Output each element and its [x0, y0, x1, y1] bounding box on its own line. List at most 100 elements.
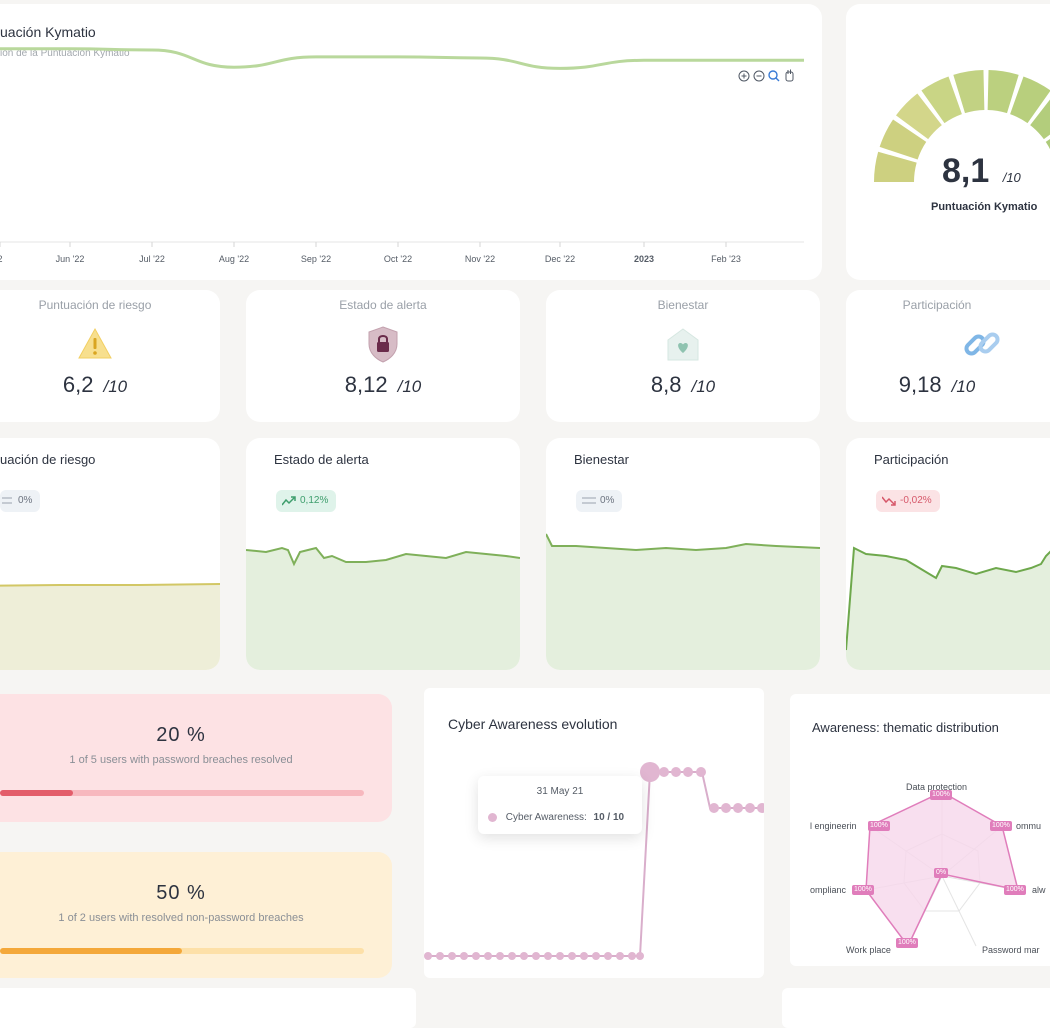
cyber-awareness-line-chart [424, 762, 764, 960]
breach-percent: 50 % [156, 882, 206, 904]
mini-area-chart [246, 546, 520, 670]
chart-toolbar [738, 68, 808, 84]
x-tick-label: 2 [0, 254, 3, 264]
flat-trend-icon [582, 497, 596, 504]
radar-label: Work place [846, 945, 891, 955]
kymatio-line-plot [0, 47, 804, 247]
tooltip-row: Cyber Awareness: 10 / 10 [488, 812, 624, 823]
radar-label: l engineerin [810, 821, 857, 831]
gauge-segment [874, 151, 917, 182]
kpi-title: Puntuación de riesgo [38, 298, 152, 312]
series-dot [488, 812, 497, 822]
breach-percent: 20 % [156, 724, 206, 746]
breach-progress-fill [0, 948, 182, 954]
magnifier-icon[interactable] [768, 70, 780, 82]
kpi-value: 8,8/10 [650, 372, 716, 397]
gauge-card: 8,1 /10 Puntuación Kymatio [846, 4, 1050, 280]
trend-up-icon [282, 496, 296, 506]
kpi-value: 8,12/10 [344, 372, 422, 397]
gauge-segment [895, 93, 942, 140]
mini-chart-wellbeing: Bienestar 0% [546, 438, 820, 670]
link-icon [964, 332, 1000, 356]
x-tick-label: Feb '23 [711, 254, 741, 264]
warning-icon [78, 327, 112, 359]
flat-trend-icon [2, 497, 12, 504]
zoom-in-icon[interactable] [738, 70, 750, 82]
x-tick-label: 2023 [633, 254, 655, 264]
trend-down-icon [882, 496, 896, 506]
trend-badge: 0,12% [276, 490, 337, 512]
mini-chart-risk: uación de riesgo 0% [0, 438, 220, 670]
mini-chart-title: Participación [874, 452, 949, 467]
home-heart-icon [667, 328, 699, 361]
chart-tooltip: 31 May 21 Cyber Awareness: 10 / 10 [478, 776, 642, 834]
radar-label: Data protection [906, 782, 968, 792]
radar-value: 100% [990, 821, 1012, 831]
radar-value: 100% [896, 938, 918, 948]
radar-value: 100% [868, 821, 890, 831]
trend-badge: 0% [0, 490, 41, 512]
gauge-segment [987, 70, 1019, 114]
shield-lock-icon [368, 326, 398, 363]
trend-badge: 0% [576, 490, 623, 512]
mini-chart-title: uación de riesgo [0, 452, 96, 467]
mini-area-chart [546, 533, 820, 670]
gauge-segment [879, 119, 927, 160]
breach-progress-fill [0, 790, 73, 796]
thematic-distribution-card: Awareness: thematic distribution Data pr… [790, 694, 1050, 966]
kpi-card-alert[interactable]: Estado de alerta 8,12/10 [246, 290, 520, 422]
radar-value: 100% [852, 885, 874, 895]
mini-area-chart [846, 546, 1050, 670]
breach-progress [0, 948, 364, 954]
mini-chart-participation: Participación -0,02% [846, 438, 1050, 670]
gauge-label: Puntuación Kymatio [931, 201, 1038, 213]
pan-hand-icon[interactable] [785, 69, 794, 82]
kpi-title: Participación [902, 298, 972, 312]
breach-description: 1 of 2 users with resolved non-password … [58, 912, 304, 924]
kpi-title: Bienestar [657, 298, 709, 312]
gauge-segment [1045, 138, 1050, 150]
bottom-card-right [782, 988, 1050, 1028]
radar-value: 100% [1004, 885, 1026, 895]
chart-title: uación Kymatio [0, 24, 96, 40]
x-tick-label: Dec '22 [544, 254, 576, 264]
cyber-awareness-card: Cyber Awareness evolution 31 May 21 Cybe… [424, 688, 764, 978]
mini-chart-title: Bienestar [574, 452, 629, 467]
x-tick-label: Oct '22 [383, 254, 413, 264]
mini-chart-alert: Estado de alerta 0,12% [246, 438, 520, 670]
cyber-awareness-title: Cyber Awareness evolution [448, 716, 618, 732]
kpi-card-participation[interactable]: Participación 9,18/10 [846, 290, 1050, 422]
radar-value: 100% [930, 790, 952, 800]
gauge-segment [1010, 76, 1050, 124]
zoom-out-icon[interactable] [753, 70, 765, 82]
kpi-card-wellbeing[interactable]: Bienestar 8,8/10 [546, 290, 820, 422]
kpi-title: Estado de alerta [339, 298, 427, 312]
radar-label: omplianc [810, 885, 847, 895]
kpi-value: 6,2/10 [62, 372, 128, 397]
mini-chart-title: Estado de alerta [274, 452, 369, 467]
breach-progress [0, 790, 364, 796]
radar-label: Password mar [982, 945, 1040, 955]
x-tick-label: Sep '22 [300, 254, 332, 264]
chart-subtitle: ión de la Puntuación Kymatio [0, 48, 130, 59]
trend-badge: -0,02% [876, 490, 940, 512]
score-gauge [874, 70, 1050, 182]
radar-label: alw [1032, 885, 1046, 895]
x-tick-label: Nov '22 [464, 254, 496, 264]
gauge-segment [1030, 99, 1050, 140]
gauge-segment [953, 70, 985, 114]
password-breaches-card: 20 % 1 of 5 users with password breaches… [0, 694, 392, 822]
x-tick-label: Jun '22 [55, 254, 85, 264]
radar-label: ommu [1016, 821, 1042, 831]
gauge-segment [921, 76, 962, 124]
kpi-card-risk[interactable]: Puntuación de riesgo 6,2/10 [0, 290, 220, 422]
tooltip-date: 31 May 21 [536, 786, 584, 797]
non-password-breaches-card: 50 % 1 of 2 users with resolved non-pass… [0, 852, 392, 978]
kymatio-chart-card: uación Kymatio ión de la Puntuación Kyma… [0, 4, 822, 280]
x-tick-label: Jul '22 [139, 254, 165, 264]
kymatio-series-line [0, 47, 804, 70]
breach-description: 1 of 5 users with password breaches reso… [69, 754, 293, 766]
gauge-value: 8,1 /10 [942, 152, 1021, 190]
mini-area-chart [0, 583, 220, 670]
radar-value: 0% [934, 868, 949, 878]
